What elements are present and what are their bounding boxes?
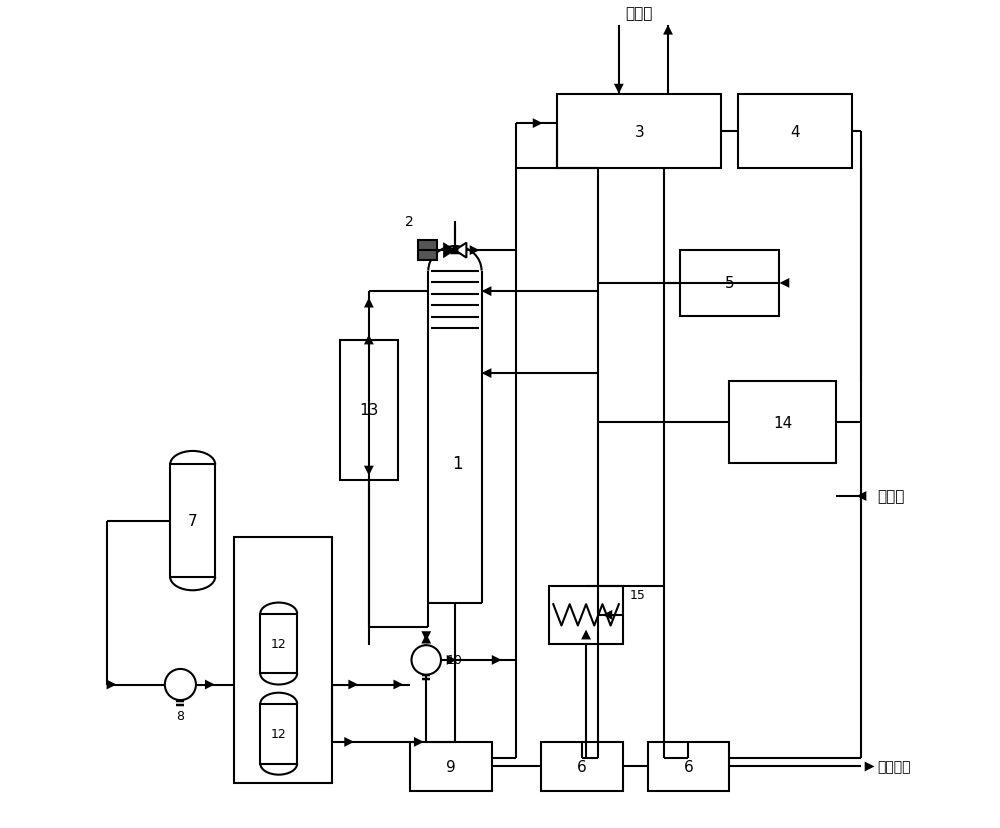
Bar <box>340 341 398 480</box>
Polygon shape <box>482 286 491 296</box>
Polygon shape <box>470 246 480 256</box>
Text: 6: 6 <box>684 759 693 774</box>
Text: 12: 12 <box>271 727 287 740</box>
Polygon shape <box>602 610 612 620</box>
Polygon shape <box>421 632 431 642</box>
Polygon shape <box>364 335 374 345</box>
Polygon shape <box>581 630 591 640</box>
Bar <box>260 704 297 763</box>
Text: 12: 12 <box>271 638 287 650</box>
Polygon shape <box>857 492 866 501</box>
Polygon shape <box>393 680 403 690</box>
Bar <box>648 742 729 791</box>
Text: 2: 2 <box>405 215 414 229</box>
Polygon shape <box>447 655 457 665</box>
Text: 1: 1 <box>452 455 463 473</box>
Polygon shape <box>533 119 543 129</box>
Bar <box>549 586 623 643</box>
Bar <box>557 95 721 169</box>
Polygon shape <box>107 680 116 690</box>
Bar <box>170 465 215 577</box>
Text: 9: 9 <box>446 759 456 774</box>
Polygon shape <box>455 243 466 258</box>
Polygon shape <box>421 634 431 643</box>
Polygon shape <box>414 737 424 747</box>
Bar <box>410 742 492 791</box>
Text: 采暖水: 采暖水 <box>626 6 653 21</box>
Bar <box>541 742 623 791</box>
Bar <box>418 241 437 261</box>
Polygon shape <box>205 680 215 690</box>
Text: 循环水: 循环水 <box>877 489 904 504</box>
Bar <box>234 537 332 783</box>
Polygon shape <box>450 245 460 255</box>
Text: 7: 7 <box>188 513 197 528</box>
Text: 14: 14 <box>773 416 792 431</box>
Bar <box>738 95 852 169</box>
Text: 4: 4 <box>790 125 800 140</box>
Text: 15: 15 <box>629 588 645 601</box>
Polygon shape <box>364 298 374 308</box>
Text: 生化处理: 生化处理 <box>877 759 910 773</box>
Polygon shape <box>482 368 491 378</box>
Polygon shape <box>443 243 455 258</box>
Polygon shape <box>663 26 673 36</box>
Text: 13: 13 <box>359 403 379 418</box>
Polygon shape <box>614 84 624 94</box>
Bar <box>260 614 297 674</box>
Circle shape <box>165 669 196 700</box>
Polygon shape <box>865 762 875 772</box>
Bar <box>729 382 836 464</box>
Text: 3: 3 <box>634 125 644 140</box>
Circle shape <box>452 248 458 253</box>
Text: 8: 8 <box>176 710 184 722</box>
Polygon shape <box>779 279 789 288</box>
Polygon shape <box>344 737 354 747</box>
Polygon shape <box>364 466 374 476</box>
Text: 5: 5 <box>725 276 734 291</box>
Polygon shape <box>492 655 502 665</box>
Polygon shape <box>348 680 358 690</box>
Text: 10: 10 <box>447 653 463 667</box>
Circle shape <box>411 645 441 675</box>
Bar <box>680 251 779 316</box>
Text: 6: 6 <box>577 759 587 774</box>
